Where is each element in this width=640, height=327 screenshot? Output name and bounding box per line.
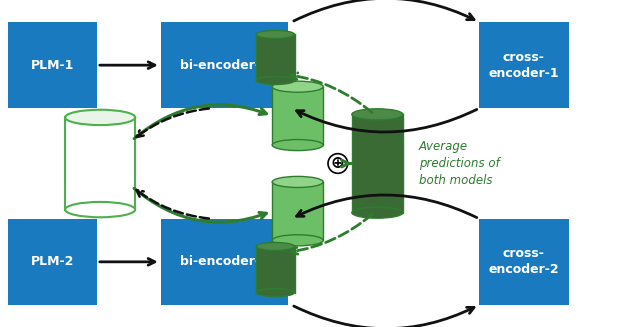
Text: Average
predictions of
both models: Average predictions of both models bbox=[419, 140, 499, 187]
Ellipse shape bbox=[272, 140, 323, 151]
Ellipse shape bbox=[352, 207, 403, 218]
Ellipse shape bbox=[272, 176, 323, 187]
Bar bbox=[256, 247, 294, 293]
Bar bbox=[352, 114, 403, 213]
Ellipse shape bbox=[256, 288, 294, 297]
Ellipse shape bbox=[65, 110, 135, 125]
Bar bbox=[65, 117, 135, 210]
Text: PLM-1: PLM-1 bbox=[31, 59, 74, 72]
Ellipse shape bbox=[272, 81, 323, 92]
Ellipse shape bbox=[256, 30, 294, 39]
Ellipse shape bbox=[256, 77, 294, 84]
Text: PLM-2: PLM-2 bbox=[31, 255, 74, 268]
Text: bi-encoder-1: bi-encoder-1 bbox=[180, 59, 269, 72]
Bar bbox=[256, 34, 294, 80]
FancyBboxPatch shape bbox=[161, 22, 288, 108]
Ellipse shape bbox=[256, 243, 294, 250]
Ellipse shape bbox=[352, 109, 403, 120]
Ellipse shape bbox=[272, 235, 323, 246]
Text: cross-
encoder-1: cross- encoder-1 bbox=[488, 51, 559, 80]
Bar bbox=[272, 87, 323, 145]
FancyBboxPatch shape bbox=[161, 219, 288, 305]
Ellipse shape bbox=[65, 202, 135, 217]
Text: bi-encoder-2: bi-encoder-2 bbox=[180, 255, 269, 268]
FancyBboxPatch shape bbox=[8, 22, 97, 108]
FancyBboxPatch shape bbox=[479, 219, 568, 305]
FancyBboxPatch shape bbox=[8, 219, 97, 305]
Bar bbox=[272, 182, 323, 240]
Text: ⊕: ⊕ bbox=[331, 154, 345, 173]
FancyBboxPatch shape bbox=[479, 22, 568, 108]
Text: cross-
encoder-2: cross- encoder-2 bbox=[488, 247, 559, 276]
